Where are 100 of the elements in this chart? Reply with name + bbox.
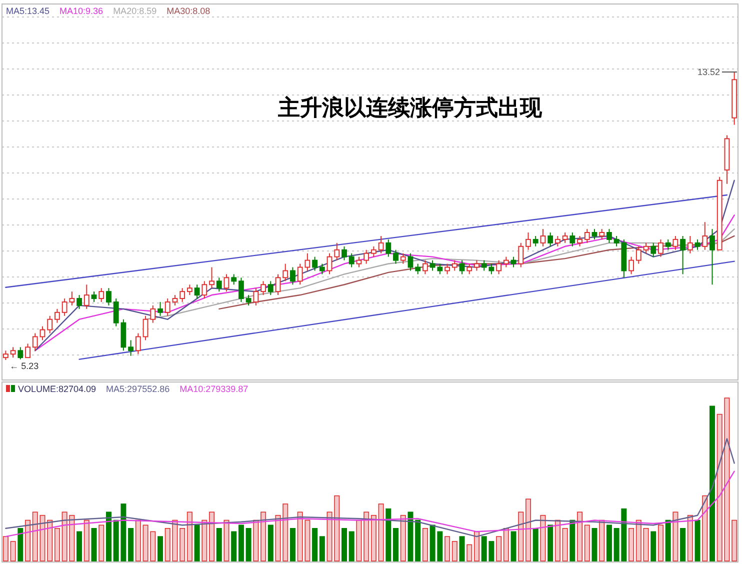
candlestick	[202, 280, 208, 300]
legend-label: VOLUME:82704.09	[18, 384, 96, 394]
candlestick	[319, 263, 325, 275]
bar	[194, 524, 200, 562]
bar	[348, 531, 354, 562]
bar	[548, 524, 554, 562]
candlestick	[32, 332, 38, 352]
candlestick	[710, 228, 715, 286]
text: 主升浪以连续涨停方式出现	[277, 95, 543, 120]
text: MA5:297552.86	[106, 384, 170, 394]
text: MA30:8.08	[166, 6, 210, 16]
bar	[466, 544, 472, 562]
candlestick	[599, 228, 605, 240]
candlestick	[526, 232, 531, 250]
candlestick	[172, 294, 178, 306]
bar	[496, 536, 502, 562]
candlestick	[348, 252, 354, 268]
bar	[452, 541, 458, 562]
candlestick	[386, 238, 392, 258]
bar	[702, 495, 708, 562]
candlestick	[415, 263, 421, 275]
candlestick	[554, 235, 560, 247]
candlestick	[628, 256, 634, 275]
candlestick	[592, 228, 598, 240]
candlestick	[209, 266, 214, 289]
candlestick	[312, 256, 318, 272]
candlestick	[672, 235, 678, 250]
text: MA10:279339.87	[180, 384, 248, 394]
bar	[540, 514, 546, 562]
bar	[592, 528, 598, 562]
bar	[628, 528, 634, 562]
candlestick	[364, 249, 370, 264]
candlestick	[548, 232, 554, 247]
bar	[91, 528, 97, 562]
text: MA10:9.36	[60, 6, 104, 16]
candlestick	[650, 242, 656, 258]
candlestick	[164, 298, 170, 316]
candlestick	[452, 260, 458, 272]
bar	[106, 512, 112, 562]
bar	[341, 528, 347, 562]
candlestick	[10, 346, 16, 358]
bar	[356, 520, 362, 562]
candlestick	[570, 232, 576, 247]
candlestick	[466, 263, 472, 275]
bar	[687, 514, 693, 562]
bar	[672, 512, 678, 562]
bar	[76, 531, 82, 562]
bar	[510, 531, 516, 562]
candlestick	[91, 291, 97, 302]
candlestick	[224, 274, 230, 292]
candlestick	[510, 256, 516, 268]
bar	[525, 498, 531, 562]
candlestick	[474, 260, 480, 272]
candlestick	[231, 274, 237, 286]
bar	[246, 528, 252, 562]
candlestick	[180, 288, 186, 302]
bar	[459, 536, 465, 562]
bar	[47, 520, 53, 562]
bar	[253, 520, 259, 562]
bar	[570, 520, 576, 562]
candlestick	[342, 246, 347, 261]
bar	[606, 524, 612, 562]
bar	[54, 528, 60, 562]
bar	[128, 528, 134, 562]
candlestick	[253, 288, 259, 306]
candlestick	[282, 263, 288, 282]
bar	[474, 531, 480, 562]
candlestick	[47, 315, 53, 334]
bar	[268, 524, 274, 562]
bar	[400, 514, 406, 562]
bar	[378, 504, 384, 562]
bar	[216, 528, 222, 562]
bar	[180, 528, 186, 562]
bar	[202, 520, 208, 562]
candlestick	[18, 346, 24, 360]
candlestick	[577, 235, 582, 247]
candlestick	[636, 246, 642, 264]
bar	[98, 524, 104, 562]
bar	[408, 512, 414, 562]
candlestick	[687, 235, 693, 254]
bar	[444, 536, 450, 562]
bar	[290, 528, 296, 562]
candlestick	[665, 238, 671, 250]
candlestick	[532, 235, 538, 247]
bar	[186, 512, 192, 562]
candlestick	[584, 228, 590, 244]
bar	[650, 531, 656, 562]
candlestick	[275, 274, 281, 296]
bar	[224, 520, 230, 562]
bar	[393, 528, 399, 562]
bar	[518, 512, 524, 562]
bar	[2, 536, 8, 562]
candlestick	[370, 246, 376, 258]
bar	[532, 528, 538, 562]
bar	[312, 528, 318, 562]
bar	[658, 524, 664, 562]
candlestick	[562, 232, 568, 244]
candlestick	[334, 242, 340, 261]
bar	[231, 531, 237, 562]
candlestick	[393, 249, 398, 264]
